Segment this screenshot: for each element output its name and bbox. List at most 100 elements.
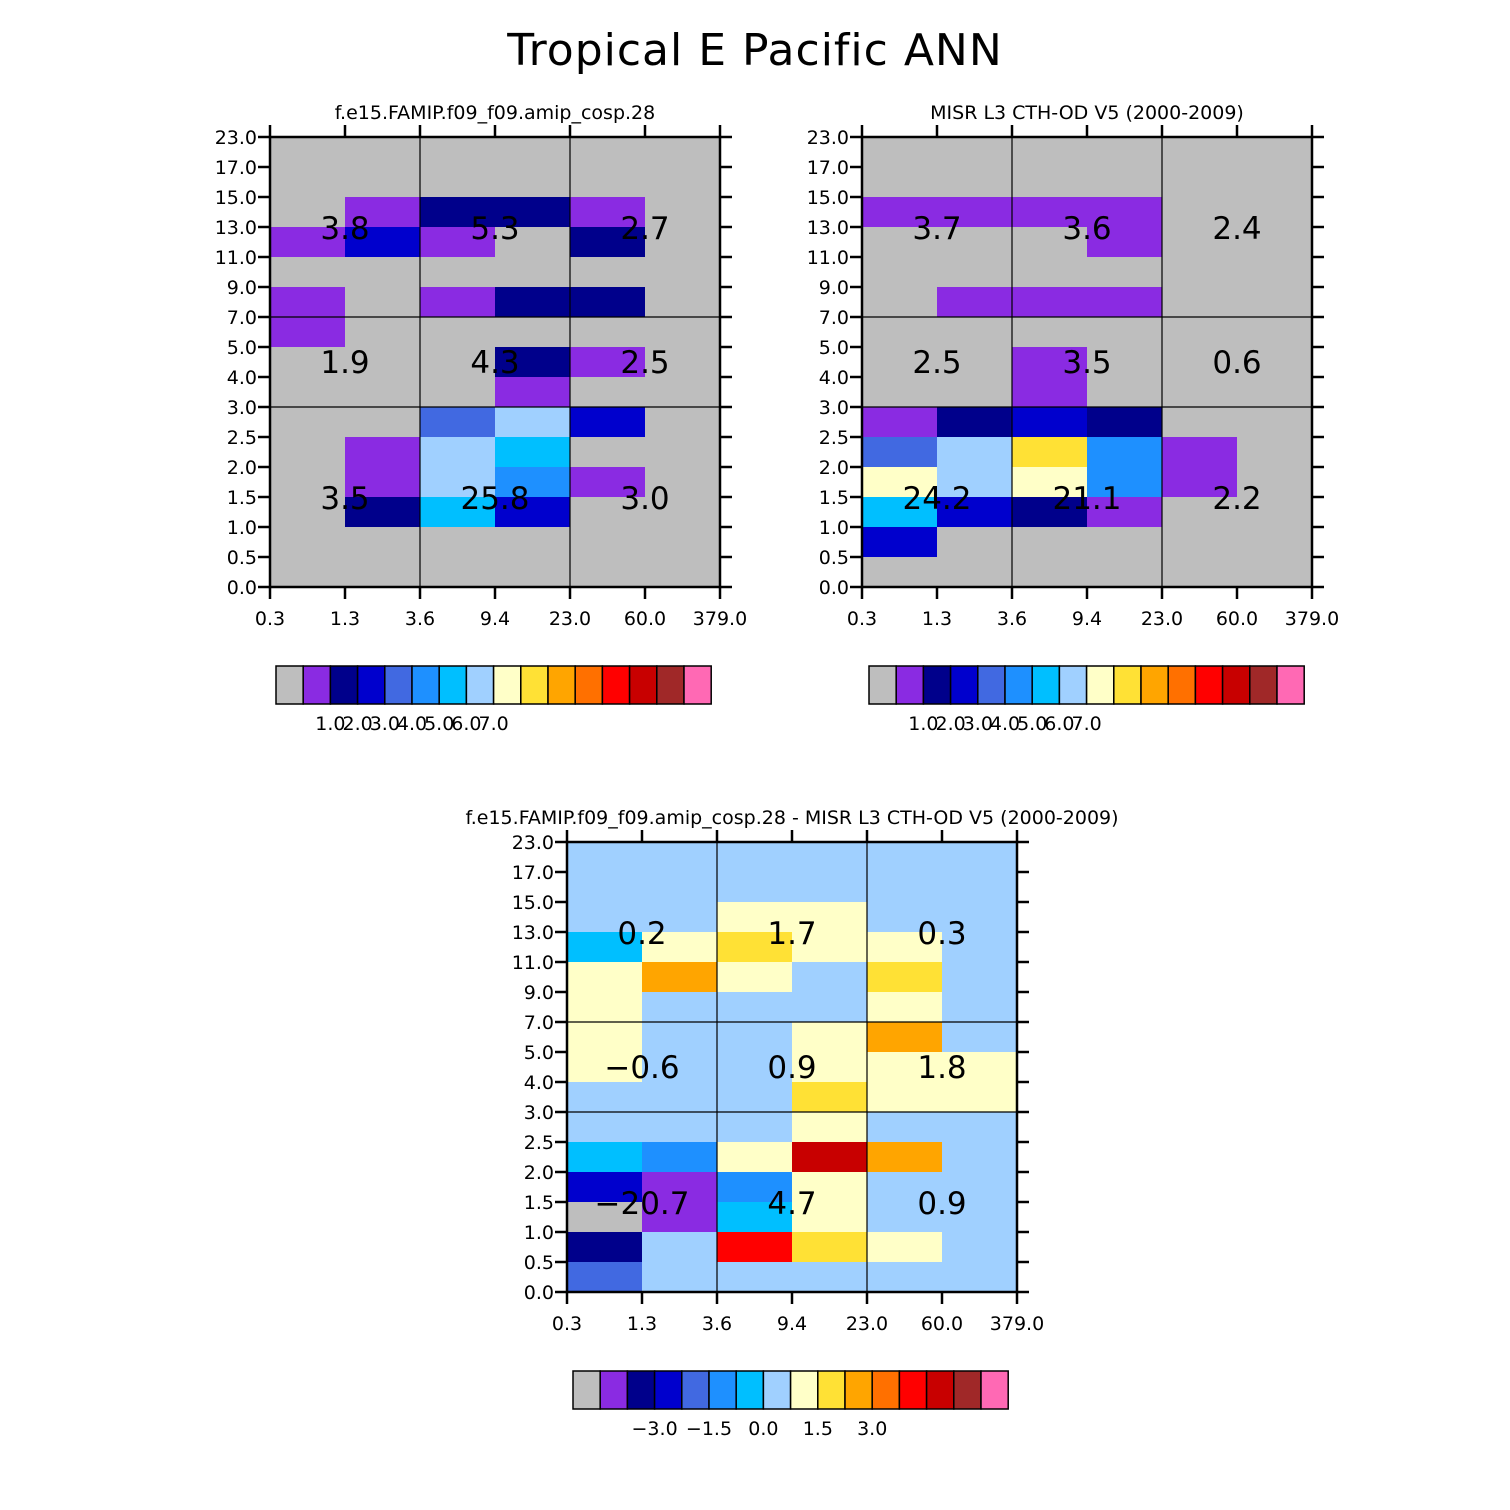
heatmap-cell (1237, 287, 1313, 318)
heatmap-cell (717, 872, 793, 903)
colorbar-swatch (953, 1370, 982, 1410)
heatmap-cell (495, 407, 571, 438)
colorbar-label: 5.0 (1017, 713, 1047, 735)
x-tick-label: 1.3 (922, 608, 952, 630)
colorbar-label: 7.0 (478, 713, 508, 735)
colorbar-label: 2.0 (935, 713, 965, 735)
heatmap-cell (345, 317, 421, 348)
heatmap-cell (1237, 317, 1313, 348)
heatmap-cell (420, 467, 496, 498)
heatmap-cell (937, 467, 1013, 498)
x-tick-label: 23.0 (1141, 608, 1183, 630)
heatmap-cell (1087, 407, 1163, 438)
heatmap-cell (345, 137, 421, 168)
colorbar-swatch (1140, 665, 1169, 705)
heatmap-cell (942, 872, 1018, 903)
heatmap-cell (567, 962, 643, 993)
heatmap-cell (937, 407, 1013, 438)
y-tick-label: 23.0 (807, 127, 849, 149)
heatmap-cell (862, 347, 938, 378)
y-tick-label: 5.0 (227, 337, 257, 359)
region-value-label: −0.6 (604, 1050, 679, 1086)
heatmap-cell (862, 317, 938, 348)
heatmap-cell (867, 1082, 943, 1113)
heatmap-cell (495, 467, 571, 498)
region-value-label: 0.6 (1212, 345, 1261, 381)
y-tick-label: 1.5 (819, 487, 849, 509)
heatmap-cell (495, 137, 571, 168)
heatmap-cell (642, 872, 718, 903)
heatmap-cell (1162, 437, 1238, 468)
heatmap-cell (495, 287, 571, 318)
heatmap-cell (792, 1202, 868, 1233)
colorbar-label: 1.0 (908, 713, 938, 735)
colorbar-label: 2.0 (342, 713, 372, 735)
colorbar-swatch (844, 1370, 873, 1410)
heatmap-cell (792, 992, 868, 1023)
x-tick-label: 9.4 (1072, 608, 1102, 630)
heatmap-cell (645, 227, 721, 258)
heatmap-cell (1237, 377, 1313, 408)
heatmap-cell (420, 377, 496, 408)
heatmap-cell (642, 1142, 718, 1173)
heatmap-cell (937, 527, 1013, 558)
heatmap-cell (495, 197, 571, 228)
heatmap-cell (570, 347, 646, 378)
heatmap-cell (570, 287, 646, 318)
heatmap-cell (570, 137, 646, 168)
heatmap-cell (270, 167, 346, 198)
heatmap-cell (645, 527, 721, 558)
heatmap-cell (270, 257, 346, 288)
heatmap-cell (567, 1112, 643, 1143)
heatmap-cell (937, 167, 1013, 198)
heatmap-cell (942, 1202, 1018, 1233)
heatmap-cell (862, 167, 938, 198)
heatmap-cell (495, 347, 571, 378)
panel-title: f.e15.FAMIP.f09_f09.amip_cosp.28 - MISR … (465, 807, 1118, 829)
heatmap-cell (1087, 557, 1163, 588)
colorbar-swatch (949, 665, 979, 705)
y-tick-label: 13.0 (807, 217, 849, 239)
colorbar-swatch (601, 665, 631, 705)
heatmap-cell (862, 257, 938, 288)
heatmap-cell (942, 1262, 1018, 1293)
heatmap-cell (567, 992, 643, 1023)
colorbar-swatch (922, 665, 952, 705)
y-tick-label: 2.5 (227, 427, 257, 449)
heatmap-cell (1162, 467, 1238, 498)
heatmap-cell (1162, 377, 1238, 408)
heatmap-cell (567, 902, 643, 933)
heatmap-cell (1087, 527, 1163, 558)
x-tick-label: 3.6 (997, 608, 1027, 630)
heatmap-cell (642, 1202, 718, 1233)
y-tick-label: 11.0 (512, 952, 554, 974)
heatmap-cell (942, 962, 1018, 993)
heatmap-cell (495, 377, 571, 408)
colorbar-swatch (1004, 665, 1033, 705)
y-tick-label: 3.0 (227, 397, 257, 419)
heatmap-cell (345, 377, 421, 408)
heatmap-cell (942, 1112, 1018, 1143)
heatmap-cell (270, 197, 346, 228)
colorbar-label: 6.0 (1044, 713, 1074, 735)
heatmap-cell (942, 902, 1018, 933)
heatmap-cell (345, 557, 421, 588)
region-value-label: 4.7 (767, 1186, 816, 1222)
heatmap-cell (862, 437, 938, 468)
heatmap-cell (1237, 167, 1313, 198)
y-tick-label: 23.0 (512, 832, 554, 854)
heatmap-cell (567, 932, 643, 963)
heatmap-cell (862, 527, 938, 558)
y-tick-label: 15.0 (215, 187, 257, 209)
heatmap-cell (1012, 287, 1088, 318)
heatmap-cell (717, 1202, 793, 1233)
heatmap-cell (270, 407, 346, 438)
y-tick-label: 1.0 (819, 517, 849, 539)
colorbar-swatch (895, 665, 925, 705)
region-value-label: 0.9 (767, 1050, 816, 1086)
heatmap-cell (867, 1142, 943, 1173)
heatmap-cell (345, 407, 421, 438)
heatmap-cell (1012, 347, 1088, 378)
heatmap-cell (642, 1232, 718, 1263)
heatmap-cell (717, 1022, 793, 1053)
